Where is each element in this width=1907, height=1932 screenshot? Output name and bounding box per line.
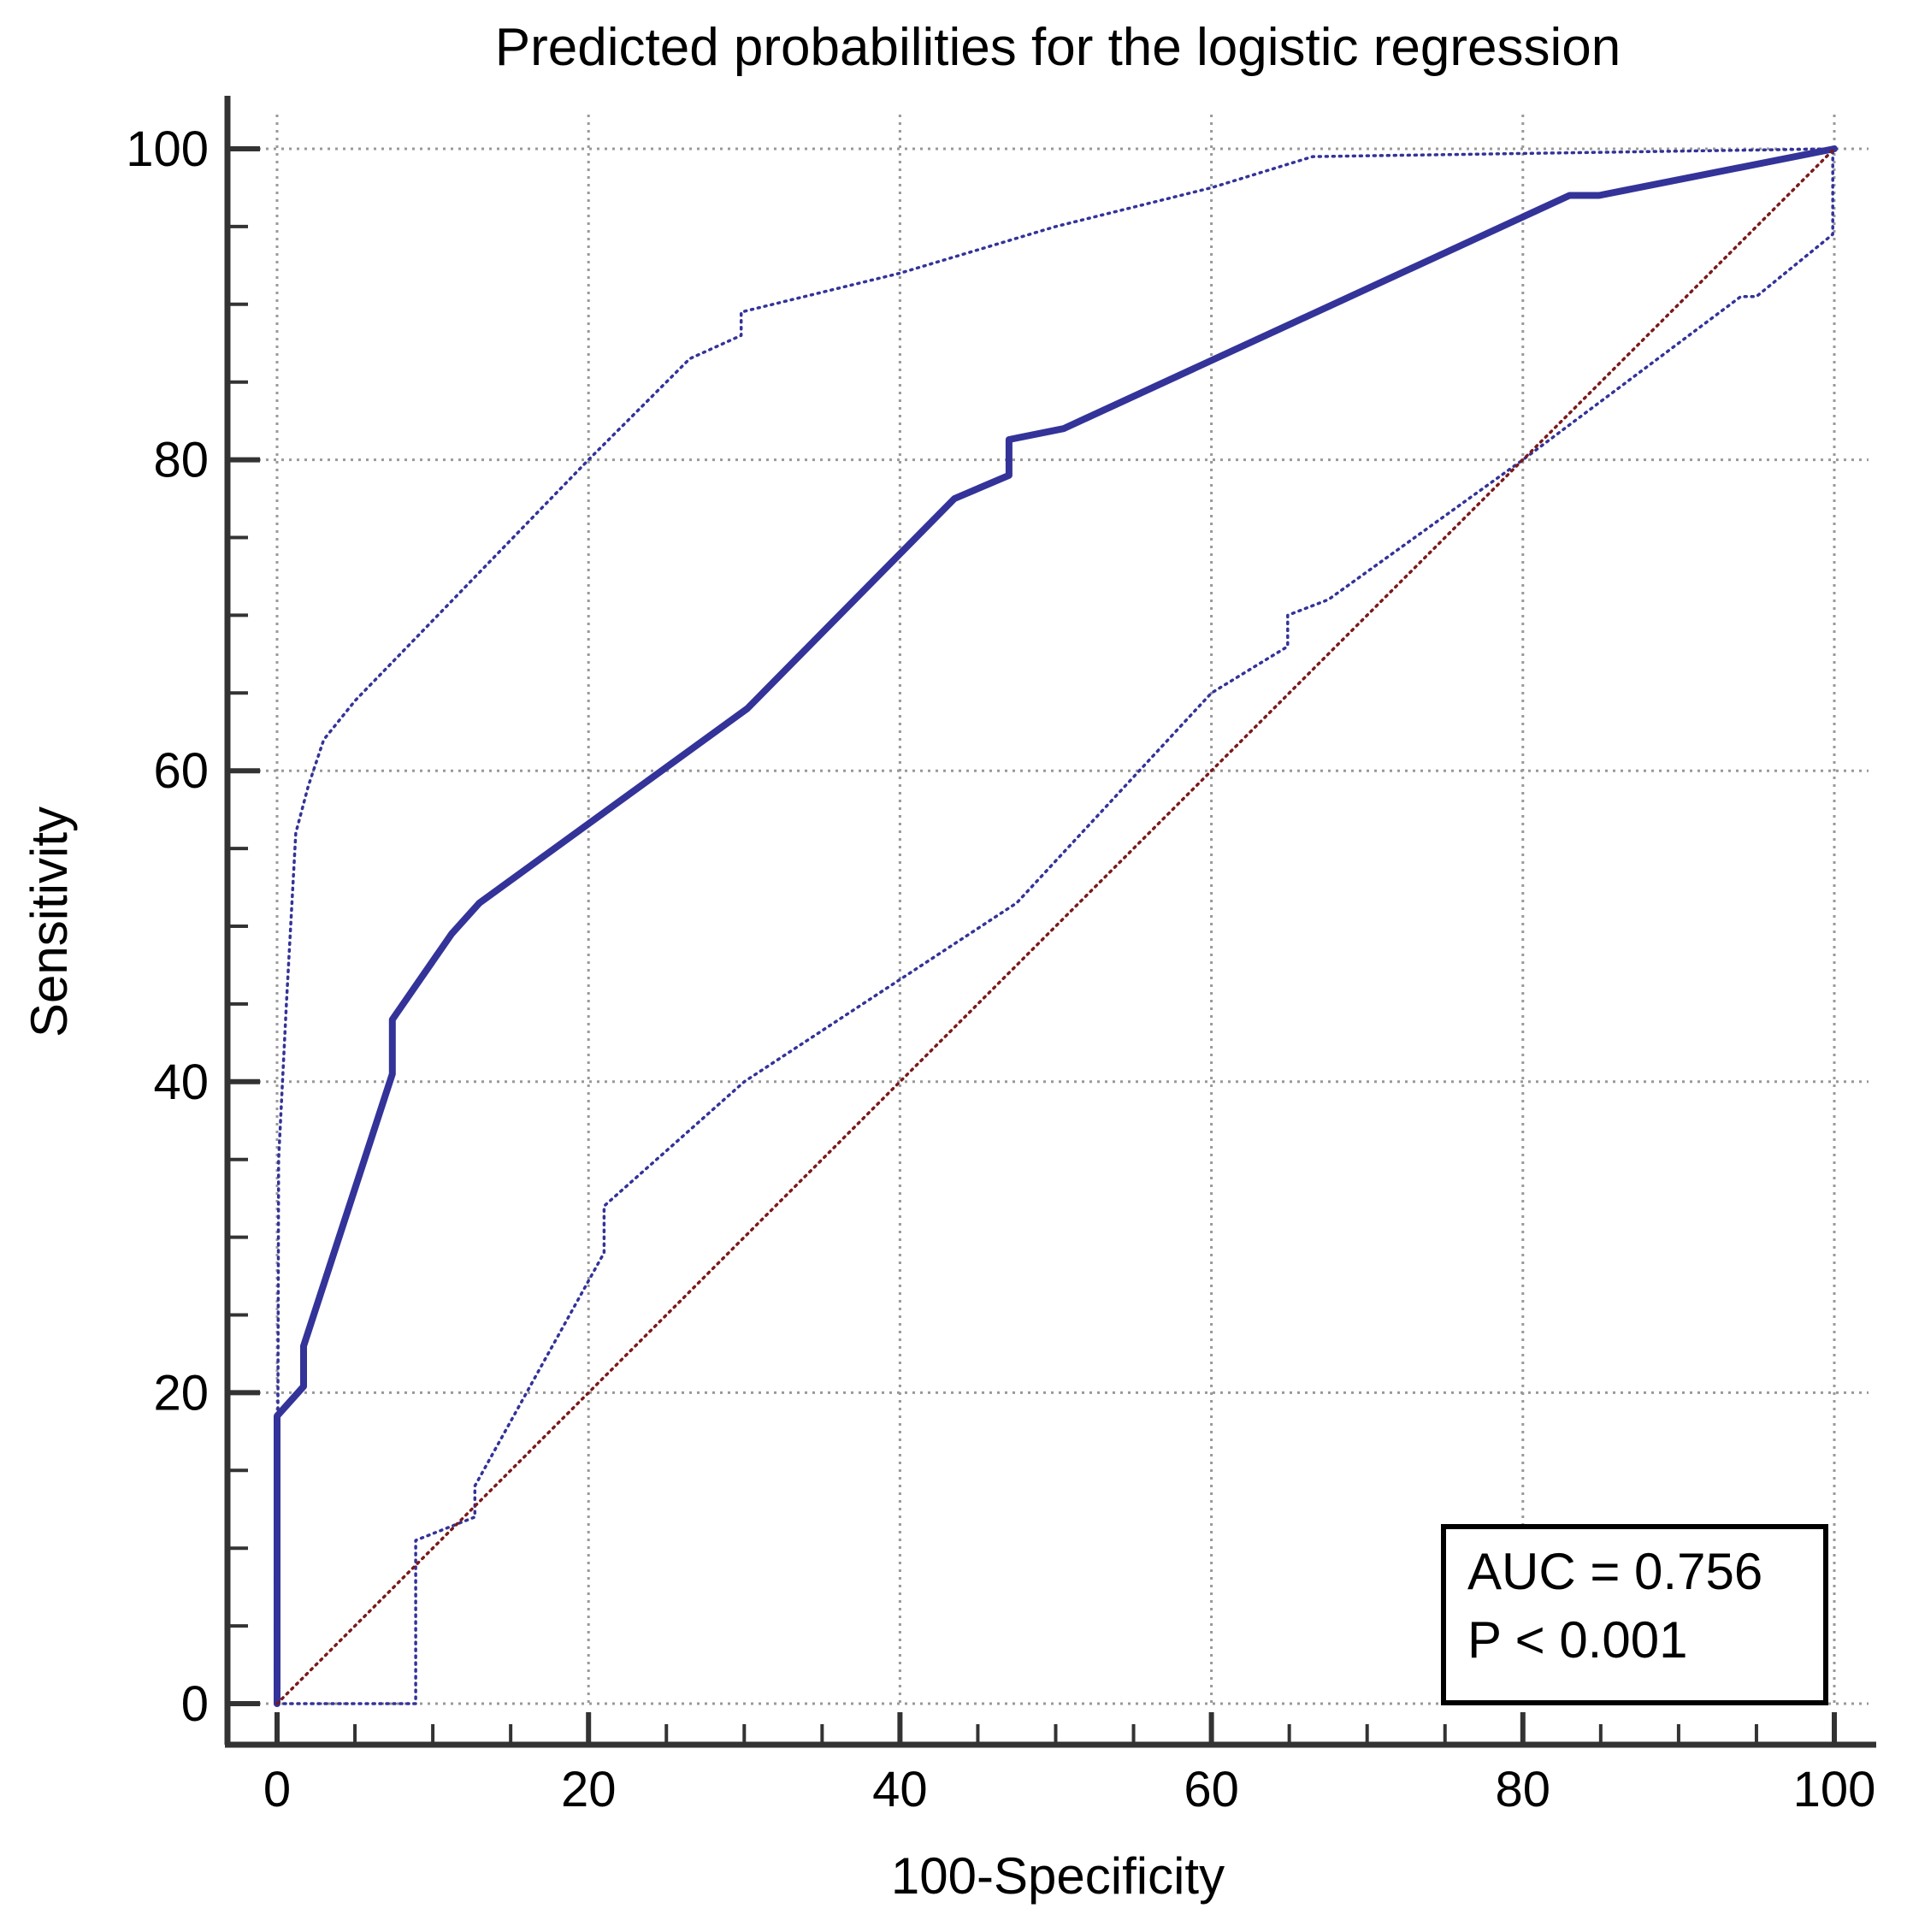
y-tick-label-80: 80 <box>153 433 209 488</box>
x-tick-label-60: 60 <box>1184 1762 1239 1817</box>
x-tick-label-40: 40 <box>872 1762 928 1817</box>
tick-labels: 0 20 40 60 80 100 0 20 40 60 80 100 <box>126 121 1875 1817</box>
y-axis-label: Sensitivity <box>21 806 78 1037</box>
y-tick-label-20: 20 <box>153 1365 209 1421</box>
series-lower-95-confidence-bound <box>275 147 1836 1705</box>
chart-title: Predicted probabilities for the logistic… <box>495 18 1621 77</box>
series-roc-curve <box>274 145 1838 1707</box>
series-reference-line <box>275 147 1836 1705</box>
x-tick-label-80: 80 <box>1496 1762 1551 1817</box>
p-value-label: P < 0.001 <box>1467 1611 1687 1669</box>
y-tick-label-60: 60 <box>153 743 209 799</box>
y-tick-label-0: 0 <box>181 1676 209 1732</box>
y-tick-label-40: 40 <box>153 1055 209 1110</box>
series-layer <box>274 145 1838 1707</box>
x-tick-label-0: 0 <box>263 1762 291 1817</box>
ticks <box>227 146 1837 1745</box>
series-upper-95-confidence-bound <box>275 147 1836 1705</box>
auc-label: AUC = 0.756 <box>1467 1543 1762 1600</box>
x-tick-label-20: 20 <box>561 1762 617 1817</box>
x-tick-label-100: 100 <box>1793 1762 1876 1817</box>
annotation-frame <box>1441 1524 1828 1705</box>
y-tick-label-100: 100 <box>126 121 209 177</box>
axes <box>224 96 1876 1748</box>
x-axis-label: 100-Specificity <box>891 1847 1225 1905</box>
annotation-box: AUC = 0.756 P < 0.001 <box>1441 1524 1828 1705</box>
